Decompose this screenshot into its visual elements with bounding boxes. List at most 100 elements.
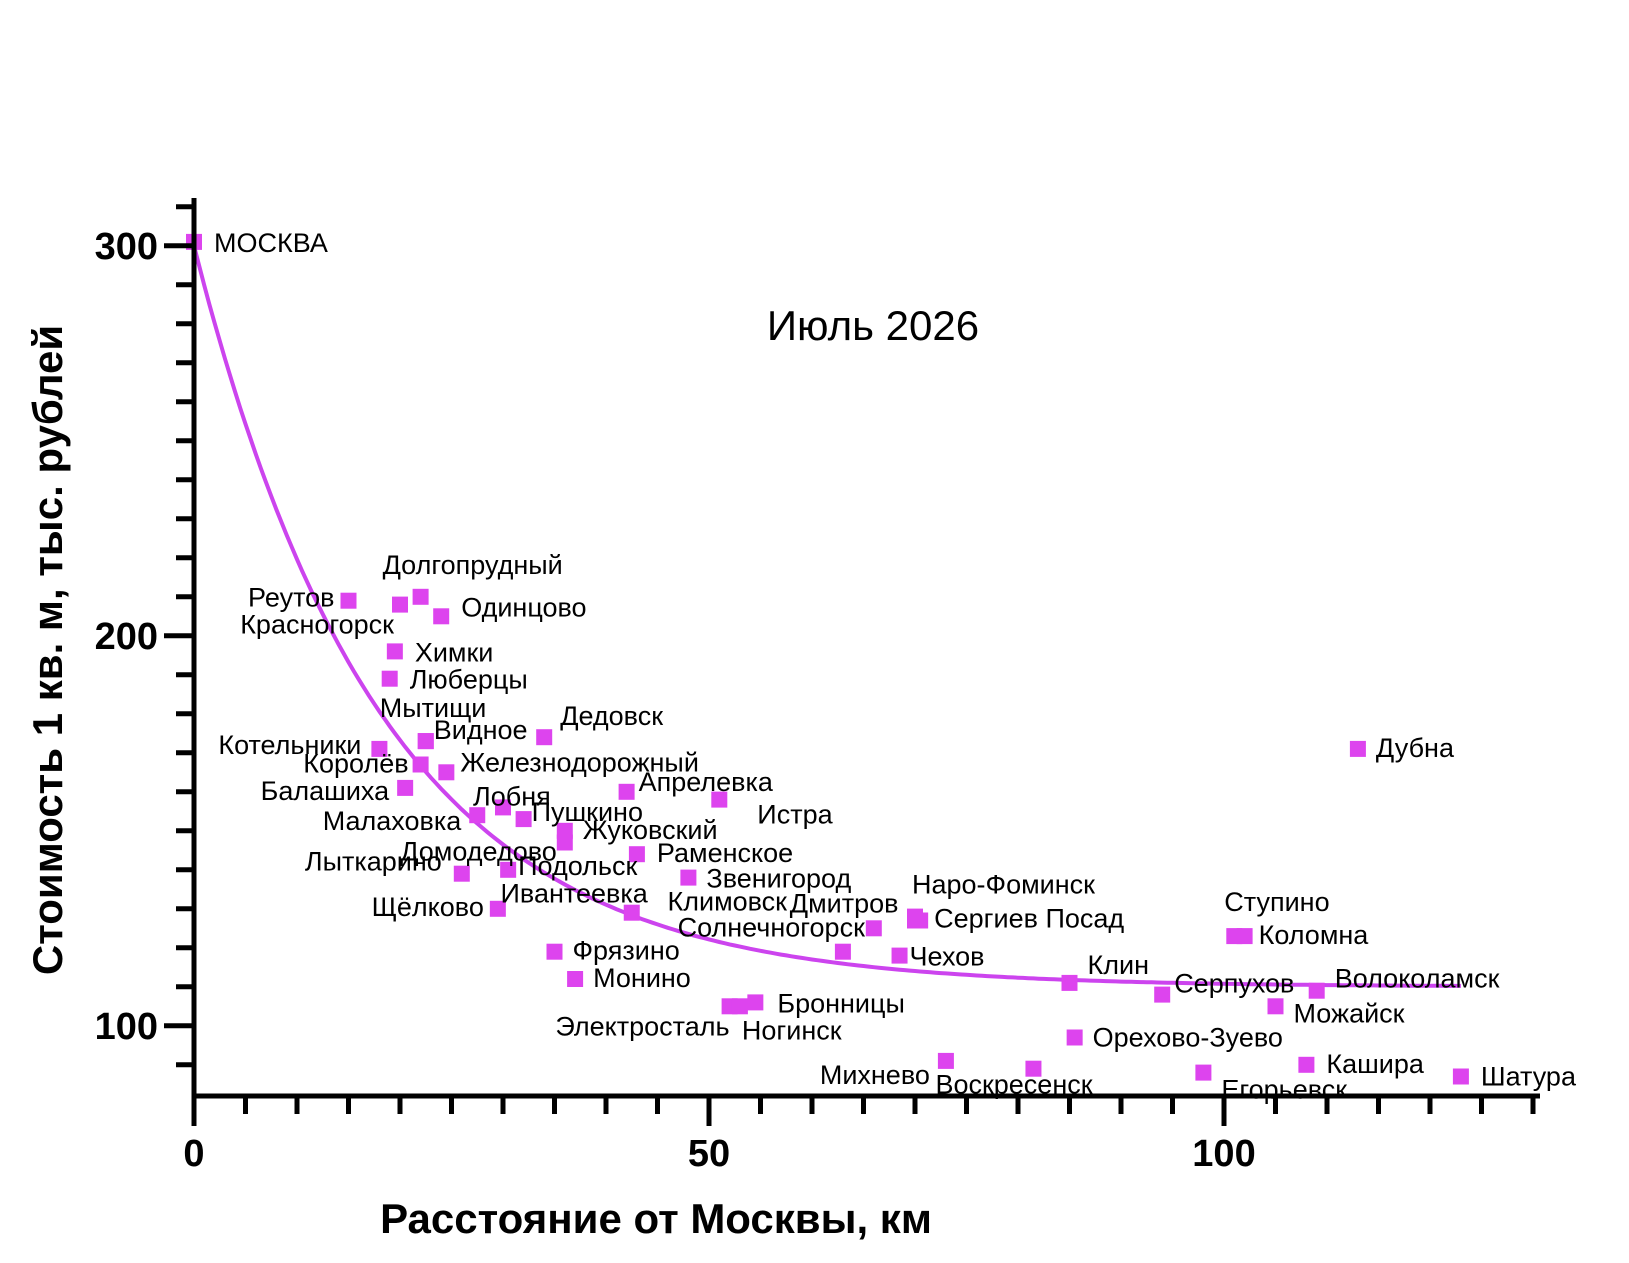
point-label: Наро-Фоминск bbox=[912, 870, 1095, 900]
data-point bbox=[623, 904, 640, 921]
x-axis-title: Расстояние от Москвы, км bbox=[380, 1195, 932, 1242]
y-axis-title: Стоимость 1 кв. м, тыс. рублей bbox=[24, 325, 71, 975]
data-point bbox=[433, 608, 450, 625]
point-label: Железнодорожный bbox=[460, 747, 699, 777]
data-point bbox=[1349, 740, 1366, 757]
point-label: Истра bbox=[757, 800, 833, 830]
points-layer bbox=[186, 233, 1469, 1085]
point-label: Сергиев Посад bbox=[934, 904, 1124, 934]
x-tick-label: 0 bbox=[183, 1133, 204, 1175]
y-tick-label: 300 bbox=[95, 226, 158, 268]
point-label: Дубна bbox=[1376, 733, 1455, 763]
point-label: Пушкино bbox=[532, 797, 643, 827]
point-label: Лыткарино bbox=[305, 847, 442, 877]
data-point bbox=[469, 807, 486, 824]
data-point bbox=[618, 783, 635, 800]
data-point bbox=[515, 811, 532, 828]
point-label: Жуковский bbox=[583, 815, 718, 845]
point-label: Солнечногорск bbox=[678, 913, 865, 943]
point-label: Ивантеевка bbox=[501, 879, 649, 909]
point-label: Орехово-Зуево bbox=[1093, 1023, 1283, 1053]
point-label: Ногинск bbox=[742, 1015, 842, 1045]
data-point bbox=[453, 865, 470, 882]
point-label: Монино bbox=[593, 963, 691, 993]
data-point bbox=[397, 779, 414, 796]
point-label: Химки bbox=[415, 637, 494, 667]
x-tick-labels: 0 50 100 bbox=[183, 1133, 1255, 1175]
y-minor-ticks bbox=[164, 204, 194, 1068]
data-point bbox=[536, 729, 553, 746]
data-point bbox=[412, 588, 429, 605]
point-label: Раменское bbox=[657, 838, 793, 868]
point-label: Коломна bbox=[1259, 920, 1370, 950]
point-label: Климовск bbox=[668, 887, 788, 917]
x-minor-ticks bbox=[191, 1096, 1536, 1126]
data-point bbox=[1025, 1060, 1042, 1077]
data-point bbox=[386, 643, 403, 660]
chart-annotation: Июль 2026 bbox=[767, 302, 979, 349]
data-point bbox=[546, 943, 563, 960]
y-tick-label: 200 bbox=[95, 616, 158, 658]
point-label: Реутов bbox=[248, 583, 334, 613]
point-label: МОСКВА bbox=[214, 228, 328, 258]
data-point bbox=[412, 756, 429, 773]
data-point bbox=[1154, 986, 1171, 1003]
y-tick-label: 100 bbox=[95, 1006, 158, 1048]
data-point bbox=[1267, 998, 1284, 1015]
point-label: Одинцово bbox=[461, 592, 586, 622]
point-label: Кашира bbox=[1326, 1049, 1425, 1079]
data-point bbox=[340, 592, 357, 609]
data-point bbox=[381, 670, 398, 687]
data-point bbox=[1308, 982, 1325, 999]
data-point bbox=[556, 834, 573, 851]
point-label: Электросталь bbox=[555, 1011, 729, 1041]
point-label: Дедовск bbox=[560, 701, 663, 731]
axes: 100 200 300 0 50 100 bbox=[95, 198, 1540, 1175]
point-label: Бронницы bbox=[777, 988, 905, 1018]
data-point bbox=[489, 900, 506, 917]
point-label: Долгопрудный bbox=[383, 550, 563, 580]
data-point bbox=[495, 799, 511, 816]
data-point bbox=[1298, 1056, 1315, 1073]
data-point bbox=[747, 994, 764, 1011]
point-label: Звенигород bbox=[706, 864, 851, 894]
data-point bbox=[891, 947, 908, 964]
data-point bbox=[1195, 1064, 1212, 1081]
data-point bbox=[937, 1052, 954, 1069]
x-tick-label: 100 bbox=[1192, 1133, 1255, 1175]
point-label: Серпухов bbox=[1174, 969, 1294, 999]
data-point bbox=[834, 943, 851, 960]
point-label: Королёв bbox=[303, 749, 408, 779]
data-point bbox=[1236, 928, 1253, 945]
point-label: Мытищи bbox=[380, 693, 487, 723]
point-label: Балашиха bbox=[261, 776, 390, 806]
point-label: Подольск bbox=[518, 851, 637, 881]
data-point bbox=[371, 740, 388, 757]
data-point bbox=[1066, 1029, 1083, 1046]
point-label: Красногорск bbox=[240, 610, 394, 640]
data-point bbox=[865, 920, 882, 937]
data-point bbox=[711, 791, 728, 808]
point-label: Можайск bbox=[1294, 998, 1405, 1028]
trend-curve bbox=[192, 245, 1461, 988]
data-point bbox=[628, 846, 645, 863]
data-point bbox=[438, 764, 455, 781]
data-point bbox=[417, 733, 434, 750]
point-label: Люберцы bbox=[410, 665, 528, 695]
point-label: Домодедово bbox=[400, 837, 557, 867]
point-label: Фрязино bbox=[573, 936, 680, 966]
data-point bbox=[500, 861, 517, 878]
data-point bbox=[1061, 974, 1078, 991]
data-point bbox=[1452, 1068, 1469, 1085]
point-label: Малаховка bbox=[323, 806, 463, 836]
point-label: Ступино bbox=[1224, 887, 1329, 917]
point-label: Котельники bbox=[218, 730, 361, 760]
data-point bbox=[912, 912, 929, 929]
y-tick-labels: 100 200 300 bbox=[95, 226, 158, 1048]
point-label: Волоколамск bbox=[1335, 964, 1500, 994]
x-tick-label: 50 bbox=[688, 1133, 730, 1175]
data-point bbox=[567, 971, 584, 987]
